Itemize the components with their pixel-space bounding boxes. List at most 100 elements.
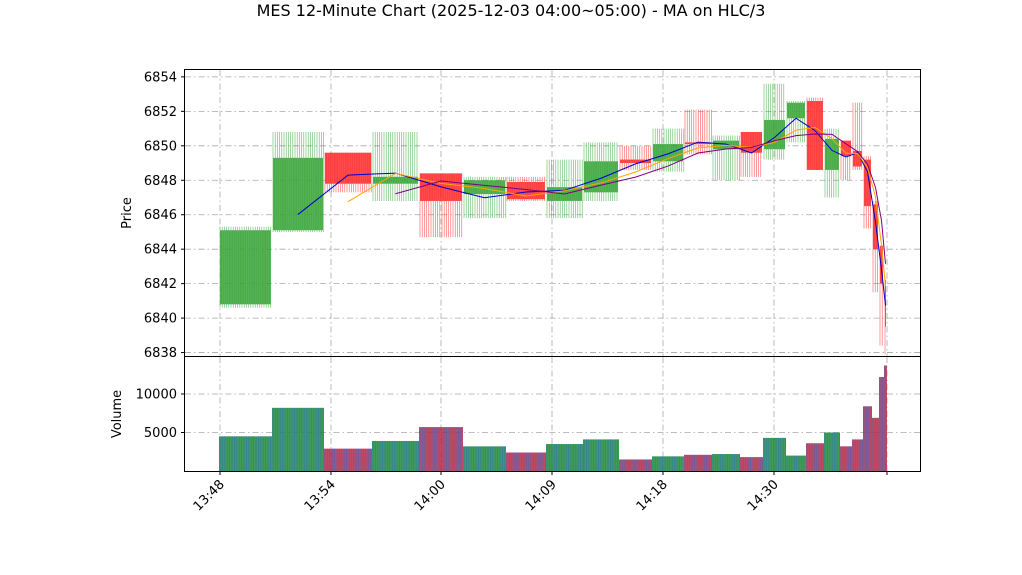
candle-up: [786, 101, 805, 143]
price-tick-label: 6848: [144, 174, 177, 189]
candle-down: [324, 152, 372, 193]
volume-bar: [219, 436, 272, 471]
volume-bar: [372, 440, 419, 471]
price-tick-label: 6852: [144, 105, 177, 120]
candle-down: [852, 102, 863, 170]
volume-bar: [463, 446, 506, 471]
volume-bar: [583, 439, 619, 471]
price-tick-label: 6846: [144, 208, 177, 223]
volume-bar: [824, 432, 840, 471]
volume-bar: [840, 446, 852, 471]
candle-up: [712, 135, 740, 181]
volume-bar-body: [546, 444, 583, 471]
price-tick-label: 6850: [144, 139, 177, 154]
volume-bar: [419, 427, 463, 471]
time-axis-ticks: 13:48 13:54 14:00 14:09 14:18 14:30: [191, 471, 888, 514]
price-panel: 6838 6840 6842 6844 6846 6848 6850 6852 6854 Pri…: [120, 69, 921, 361]
ma-slow-line: [395, 133, 886, 264]
candle-up: [652, 128, 685, 172]
candle-body: [620, 159, 651, 164]
moving-average-lines: [297, 117, 886, 306]
candle-down: [879, 245, 883, 346]
volume-tick-label: 10000: [136, 387, 177, 402]
volume-bar: [879, 377, 884, 471]
volume-bar: [684, 454, 712, 471]
volume-panel: 5000 10000 Volume 13:48 13:54 14:00 14:09 14:…: [110, 356, 921, 514]
candle-body: [584, 161, 618, 193]
volume-axis-label: Volume: [110, 390, 125, 438]
volume-bar: [863, 406, 872, 471]
candle-body: [864, 159, 871, 207]
volume-bar: [884, 365, 887, 471]
candle-body: [220, 230, 271, 305]
volume-bar: [619, 459, 652, 471]
price-axis-ticks: 6838 6840 6842 6844 6846 6848 6850 6852 6854: [144, 70, 185, 361]
candle-body: [373, 176, 418, 184]
volume-bar-body: [879, 377, 884, 471]
candle-range: [372, 132, 419, 201]
candle-up: [763, 83, 785, 160]
candle-down: [840, 140, 851, 181]
time-tick-label: 14:09: [523, 477, 560, 514]
volume-bar: [652, 456, 684, 471]
volume-bar-body: [786, 455, 806, 471]
volume-bar-body: [324, 448, 372, 471]
time-tick-label: 14:18: [634, 477, 671, 514]
time-tick-label: 14:00: [412, 477, 449, 514]
candle-up: [272, 132, 324, 232]
candle-body: [853, 150, 862, 167]
candle-body: [741, 132, 762, 153]
volume-bar-body: [684, 454, 712, 471]
candle-down: [884, 276, 886, 355]
volume-bar-body: [272, 407, 324, 471]
candle-body: [653, 144, 683, 162]
time-tick-label: 13:48: [191, 477, 228, 514]
price-tick-label: 6840: [144, 312, 177, 327]
candle-body: [787, 102, 805, 119]
candle-body: [685, 142, 711, 145]
volume-bar-body: [712, 454, 740, 471]
volume-bar-body: [419, 427, 463, 471]
candle-down: [806, 97, 823, 170]
volume-bar-body: [806, 443, 824, 471]
candle-body: [841, 140, 851, 157]
candle-up: [372, 132, 419, 201]
volume-bar: [806, 443, 825, 471]
candle-up: [583, 142, 618, 201]
volume-bar: [740, 457, 763, 471]
volume-bar: [506, 452, 546, 471]
candle-body: [873, 204, 878, 250]
candle-up: [546, 159, 583, 219]
volume-bar: [546, 444, 584, 471]
volume-bars: [219, 365, 887, 471]
candle-body: [764, 119, 785, 150]
time-tick-label: 13:54: [302, 477, 339, 514]
ma-mid-line: [347, 126, 886, 287]
volume-bar-body: [884, 365, 887, 471]
price-tick-label: 6838: [144, 346, 177, 361]
candle-down: [619, 145, 652, 170]
price-candles: [219, 83, 886, 355]
time-tick-label: 14:30: [745, 477, 782, 514]
volume-bar-body: [463, 446, 506, 471]
candle-body: [325, 152, 371, 184]
volume-bar-body: [863, 406, 872, 471]
volume-tick-label: 5000: [144, 426, 177, 441]
volume-bar: [272, 407, 324, 471]
volume-bar: [786, 455, 806, 471]
candle-body: [273, 157, 323, 231]
volume-bar-body: [372, 440, 419, 471]
volume-bar: [324, 448, 372, 471]
volume-bar: [872, 417, 879, 471]
price-tick-label: 6844: [144, 243, 177, 258]
volume-bar: [852, 439, 863, 471]
price-tick-label: 6842: [144, 277, 177, 292]
volume-axis-ticks: 5000 10000: [136, 387, 185, 441]
candle-body: [880, 245, 883, 284]
candle-up: [219, 226, 271, 308]
price-axis-label: Price: [120, 197, 135, 229]
candle-body: [807, 101, 823, 170]
chart-title: MES 12-Minute Chart (2025-12-03 04:00~05…: [257, 1, 766, 20]
volume-bar: [712, 454, 740, 471]
